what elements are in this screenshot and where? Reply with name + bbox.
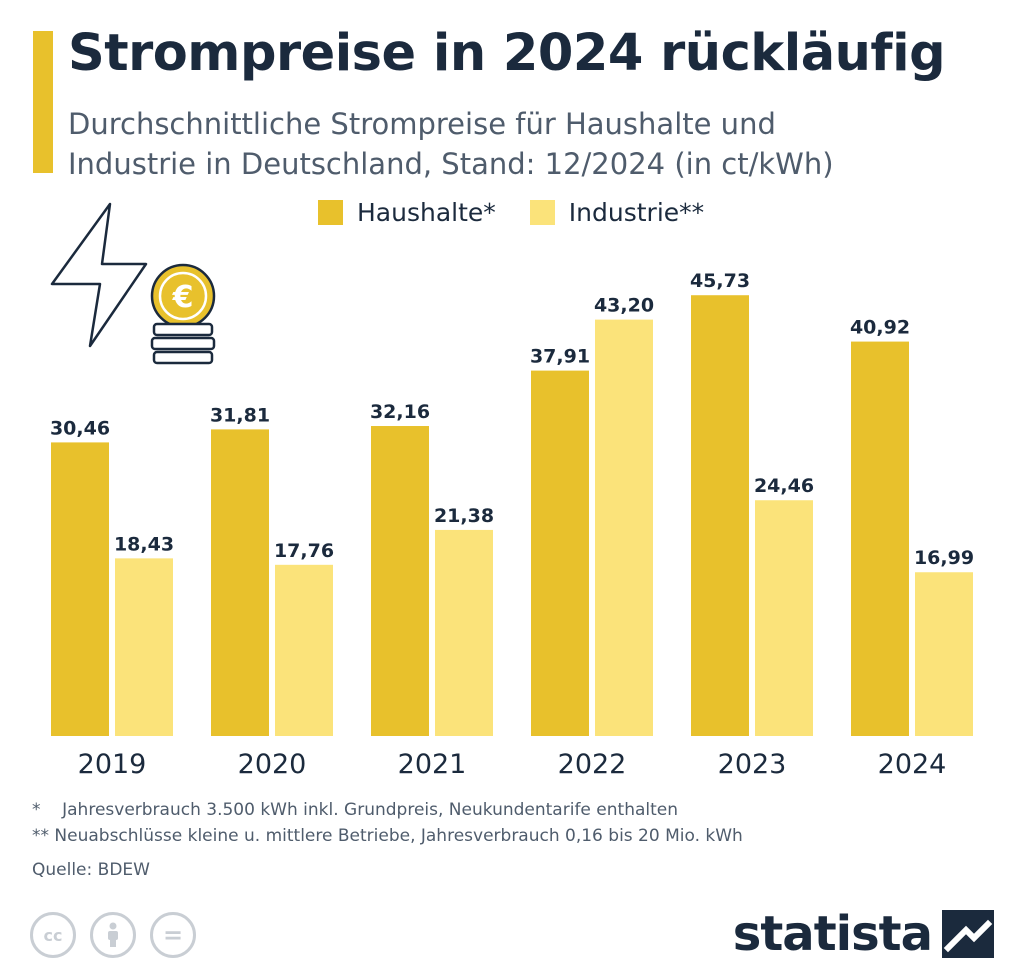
nd-equal-icon[interactable]: = [150,912,196,958]
nd-icon-label: = [162,921,184,949]
legend-label-haushalte: Haushalte* [357,198,496,227]
euro-coin-stack-icon: € [150,263,216,365]
footnote-1-text: Jahresverbrauch 3.500 kWh inkl. Grundpre… [62,800,679,820]
bar-industrie-2022 [595,319,653,736]
statista-logo[interactable]: statista [733,906,994,962]
bar-haushalte-2021 [371,426,429,736]
legend-item-industrie: Industrie** [529,198,705,227]
bar-value-label-industrie-2022: 43,20 [594,295,654,317]
x-axis-label-2019: 2019 [78,749,147,780]
footnote-2-marker: ** [32,826,49,846]
bar-value-label-industrie-2020: 17,76 [274,540,334,562]
footnote-2: ** Neuabschlüsse kleine u. mittlere Betr… [32,823,743,849]
bar-industrie-2023 [755,500,813,736]
bar-value-label-industrie-2021: 21,38 [434,505,494,527]
license-icons: cc = [30,912,196,958]
person-glyph-icon [108,922,118,947]
source-note: Quelle: BDEW [32,860,150,880]
x-axis-label-2024: 2024 [878,749,947,780]
bar-value-label-haushalte-2020: 31,81 [210,404,270,426]
subtitle-line-1: Durchschnittliche Strompreise für Hausha… [68,107,776,141]
bar-industrie-2024 [915,572,973,736]
x-axis-label-2023: 2023 [718,749,787,780]
cc-icon-label: cc [43,925,63,945]
cc-icon[interactable]: cc [30,912,76,958]
footnotes: * Jahresverbrauch 3.500 kWh inkl. Grundp… [32,797,743,883]
bar-industrie-2021 [435,529,493,736]
footnote-1-marker: * [32,800,41,820]
footnote-1: * Jahresverbrauch 3.500 kWh inkl. Grundp… [32,797,743,823]
bar-value-label-haushalte-2023: 45,73 [690,270,750,292]
bar-haushalte-2023 [691,295,749,736]
bar-value-label-haushalte-2022: 37,91 [530,346,590,368]
footnote-2-text: Neuabschlüsse kleine u. mittlere Betrieb… [54,826,743,846]
legend-item-haushalte: Haushalte* [318,198,496,227]
x-axis-label-2022: 2022 [558,749,627,780]
chart-subtitle: Durchschnittliche Strompreise für Hausha… [68,104,968,184]
bar-haushalte-2019 [51,442,109,736]
x-axis-label-2020: 2020 [238,749,307,780]
subtitle-line-2: Industrie in Deutschland, Stand: 12/2024… [68,147,834,181]
statista-logo-text: statista [732,906,933,962]
x-axis-label-2021: 2021 [398,749,467,780]
legend: Haushalte* Industrie** [318,198,704,227]
bar-value-label-industrie-2024: 16,99 [914,547,974,569]
legend-swatch-haushalte [318,200,343,225]
bar-industrie-2020 [275,564,333,736]
bar-value-label-industrie-2019: 18,43 [114,533,174,555]
bar-value-label-haushalte-2019: 30,46 [50,417,110,439]
bar-value-label-haushalte-2024: 40,92 [850,317,910,339]
accent-bar [33,31,53,173]
svg-text:€: € [172,280,194,315]
chart-title: Strompreise in 2024 rückläufig [68,24,946,83]
legend-label-industrie: Industrie** [568,198,705,227]
bar-value-label-haushalte-2021: 32,16 [370,401,430,423]
lightning-bolt-icon: € [50,202,216,365]
bar-haushalte-2024 [851,341,909,736]
bar-haushalte-2022 [531,370,589,736]
statista-logo-mark-icon [942,910,994,958]
legend-swatch-industrie [529,200,555,225]
bar-industrie-2019 [115,558,173,736]
bar-haushalte-2020 [211,429,269,736]
bar-value-label-industrie-2023: 24,46 [754,475,814,497]
by-person-icon[interactable] [90,912,136,958]
